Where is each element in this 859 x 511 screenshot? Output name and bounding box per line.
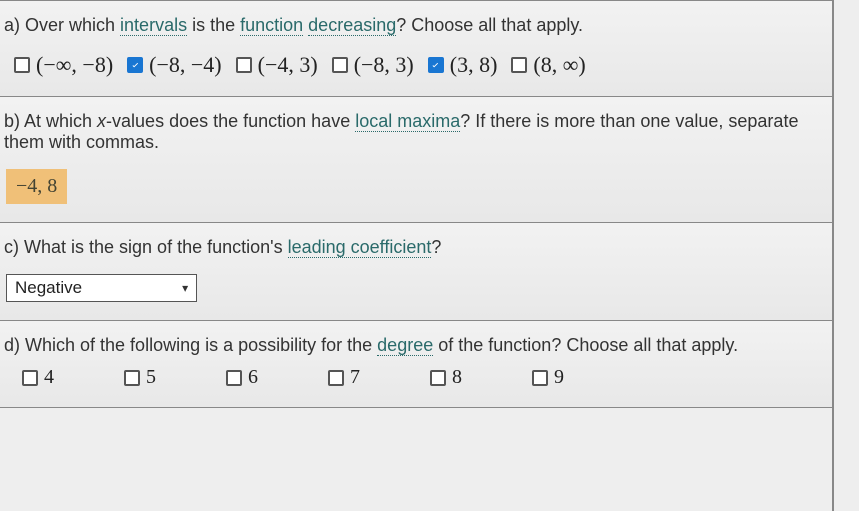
part-d-option-2[interactable]: 6 [226, 366, 258, 389]
part-d-option-4[interactable]: 8 [430, 366, 462, 389]
option-label: (3, 8) [450, 52, 498, 78]
term-function[interactable]: function [240, 15, 303, 36]
checkbox[interactable] [14, 57, 30, 73]
term-decreasing[interactable]: decreasing [308, 15, 396, 36]
part-d-option-5[interactable]: 9 [532, 366, 564, 389]
option-label: (−8, 3) [354, 52, 414, 78]
term-leading-coefficient[interactable]: leading coefficient [288, 237, 432, 258]
checkbox[interactable] [236, 57, 252, 73]
part-a-prompt: a) Over which intervals is the function … [0, 15, 822, 36]
part-a-option-2[interactable]: (−4, 3) [236, 52, 318, 78]
checkbox[interactable] [124, 370, 140, 386]
option-label: 8 [452, 366, 462, 389]
option-label: (−4, 3) [258, 52, 318, 78]
option-label: (−8, −4) [149, 52, 221, 78]
text: is the [187, 15, 240, 35]
variable-x: x [97, 111, 106, 131]
part-a-options: (−∞, −8) (−8, −4) (−4, 3) (−8, 3) (3, 8) (8, … [0, 52, 822, 78]
option-label: (−∞, −8) [36, 52, 113, 78]
checkbox[interactable] [532, 370, 548, 386]
part-a-option-0[interactable]: (−∞, −8) [14, 52, 113, 78]
part-a-section: a) Over which intervals is the function … [0, 0, 832, 97]
option-label: 9 [554, 366, 564, 389]
chevron-down-icon: ▾ [182, 281, 188, 295]
term-degree[interactable]: degree [377, 335, 433, 356]
part-d-option-1[interactable]: 5 [124, 366, 156, 389]
text: d) Which of the following is a possibili… [4, 335, 377, 355]
part-c-prompt: c) What is the sign of the function's le… [0, 237, 822, 258]
option-label: 6 [248, 366, 258, 389]
checkbox[interactable] [127, 57, 143, 73]
text: b) At which [4, 111, 97, 131]
part-b-answer-input[interactable]: −4, 8 [6, 169, 67, 204]
part-a-option-3[interactable]: (−8, 3) [332, 52, 414, 78]
part-d-options: 4 5 6 7 8 9 [0, 360, 822, 389]
part-a-option-1[interactable]: (−8, −4) [127, 52, 221, 78]
text: ? [431, 237, 441, 257]
option-label: 7 [350, 366, 360, 389]
part-d-section: d) Which of the following is a possibili… [0, 321, 832, 408]
checkbox[interactable] [328, 370, 344, 386]
part-b-prompt: b) At which x-values does the function h… [0, 111, 822, 153]
part-a-option-4[interactable]: (3, 8) [428, 52, 498, 78]
text: of the function? Choose all that apply. [433, 335, 738, 355]
option-label: 4 [44, 366, 54, 389]
part-c-section: c) What is the sign of the function's le… [0, 223, 832, 321]
part-d-option-3[interactable]: 7 [328, 366, 360, 389]
part-c-select[interactable]: Negative ▾ [6, 274, 197, 302]
checkbox[interactable] [22, 370, 38, 386]
text: c) What is the sign of the function's [4, 237, 288, 257]
part-c-selected-value: Negative [15, 278, 82, 298]
quiz-container: a) Over which intervals is the function … [0, 0, 834, 511]
part-d-option-0[interactable]: 4 [22, 366, 54, 389]
checkbox[interactable] [332, 57, 348, 73]
text: -values does the function have [106, 111, 355, 131]
text: a) Over which [4, 15, 120, 35]
term-intervals[interactable]: intervals [120, 15, 187, 36]
part-a-option-5[interactable]: (8, ∞) [511, 52, 585, 78]
checkbox[interactable] [430, 370, 446, 386]
part-d-prompt: d) Which of the following is a possibili… [0, 335, 822, 356]
checkbox[interactable] [226, 370, 242, 386]
checkbox[interactable] [511, 57, 527, 73]
part-b-section: b) At which x-values does the function h… [0, 97, 832, 223]
option-label: (8, ∞) [533, 52, 585, 78]
text: ? Choose all that apply. [396, 15, 583, 35]
checkbox[interactable] [428, 57, 444, 73]
term-local-maxima[interactable]: local maxima [355, 111, 460, 132]
option-label: 5 [146, 366, 156, 389]
